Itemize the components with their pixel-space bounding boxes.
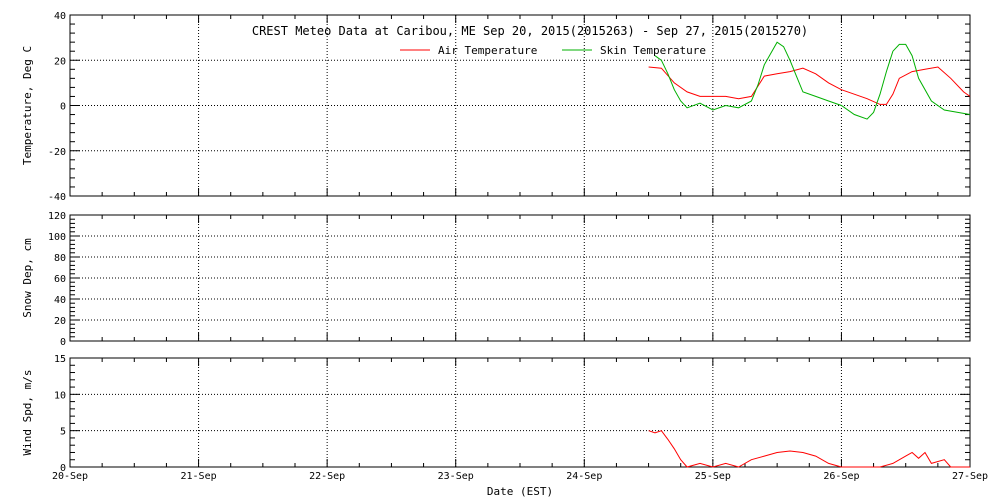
x-tick-label: 27-Sep xyxy=(952,471,988,482)
plot-frame xyxy=(69,214,971,342)
x-tick-label: 20-Sep xyxy=(52,471,88,482)
series-line-2 xyxy=(654,41,971,120)
x-tick-label: 22-Sep xyxy=(309,471,345,482)
y-tick-label: 80 xyxy=(54,253,66,264)
panel-3: 0 5 10 15 Wind Spd, m/s xyxy=(21,354,971,474)
y-tick-label: 120 xyxy=(48,211,66,222)
y-axis-label: Wind Spd, m/s xyxy=(21,369,34,455)
y-tick-label: 100 xyxy=(48,232,66,243)
series-line-1 xyxy=(648,430,970,468)
y-tick-label: 40 xyxy=(54,11,66,22)
y-tick-label: 10 xyxy=(54,390,66,401)
y-tick-label: -40 xyxy=(48,192,66,203)
legend-label: Skin Temperature xyxy=(600,44,706,57)
y-tick-label: 20 xyxy=(54,56,66,67)
plot-frame xyxy=(69,14,971,197)
y-tick-label: 60 xyxy=(54,274,66,285)
legend: Air Temperature Skin Temperature xyxy=(400,44,706,57)
x-tick-label: 24-Sep xyxy=(566,471,602,482)
y-tick-label: 0 xyxy=(60,337,66,348)
y-axis-label: Temperature, Deg C xyxy=(21,46,34,165)
x-tick-label: 25-Sep xyxy=(695,471,731,482)
y-tick-label: 15 xyxy=(54,354,66,365)
y-tick-label: 40 xyxy=(54,295,66,306)
x-tick-label: 26-Sep xyxy=(823,471,859,482)
plot-frame xyxy=(69,357,971,468)
panel-2: 0 20 40 60 80 100 120 Snow Dep, cm xyxy=(21,211,971,348)
panels-group: -40 -20 0 20 40 Temperature, Deg C Air Tempera… xyxy=(21,11,988,482)
x-axis-label: Date (EST) xyxy=(487,485,553,498)
y-tick-label: 0 xyxy=(60,463,66,474)
x-tick-label: 21-Sep xyxy=(181,471,217,482)
y-axis-label: Snow Dep, cm xyxy=(21,238,34,318)
panel-1: -40 -20 0 20 40 Temperature, Deg C Air Tempera… xyxy=(21,11,971,203)
series-line-1 xyxy=(648,66,971,105)
chart-title: CREST Meteo Data at Caribou, ME Sep 20, … xyxy=(252,24,808,38)
x-tick-label: 23-Sep xyxy=(438,471,474,482)
y-tick-label: 20 xyxy=(54,316,66,327)
y-tick-label: -20 xyxy=(48,147,66,158)
y-tick-label: 0 xyxy=(60,102,66,113)
legend-label: Air Temperature xyxy=(438,44,537,57)
y-tick-label: 5 xyxy=(60,427,66,438)
